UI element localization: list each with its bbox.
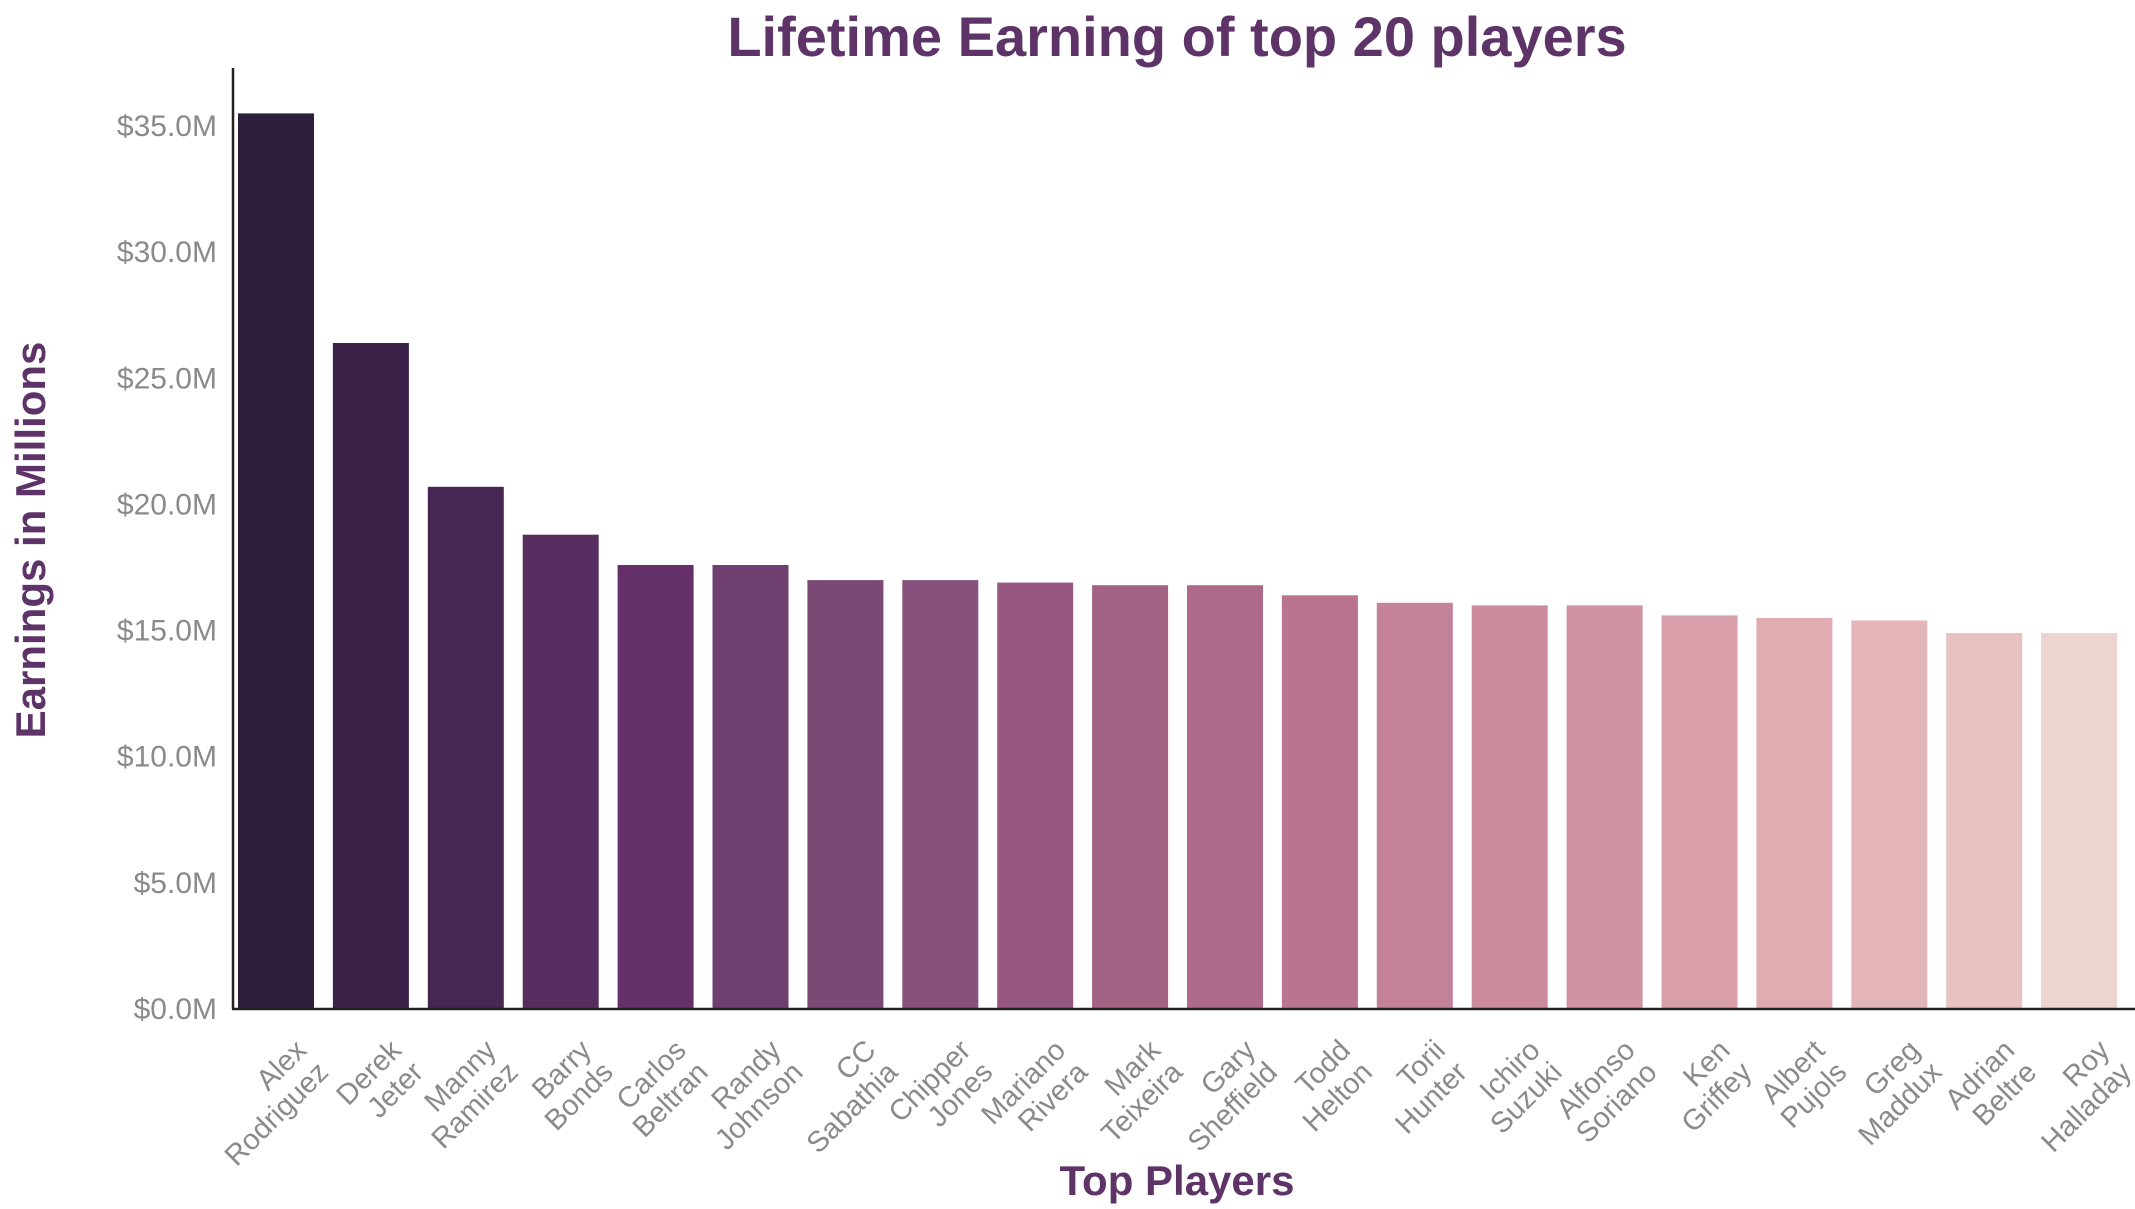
bar <box>1281 595 1358 1009</box>
x-tick-label: MarkTeixeira <box>1074 1034 1190 1150</box>
x-tick-label: CCSabathia <box>779 1034 905 1160</box>
bar <box>1092 585 1169 1009</box>
x-tick-label: IchiroSuzuki <box>1462 1034 1568 1140</box>
x-tick-label: RandyJohnson <box>687 1034 809 1156</box>
bar <box>238 113 314 1009</box>
x-tick-label: MannyRamirez <box>404 1034 525 1155</box>
bar <box>427 486 504 1009</box>
x-tick-label: AdrianBeltre <box>1939 1034 2043 1138</box>
x-tick-label: MarianoRivera <box>975 1034 1094 1153</box>
chart-title: Lifetime Earning of top 20 players <box>727 5 1626 68</box>
bars-group <box>238 113 2118 1009</box>
x-tick-label: CarlosBeltran <box>605 1034 715 1144</box>
bar <box>997 582 1074 1009</box>
x-tick-label: GarySheffield <box>1160 1034 1284 1158</box>
y-tick-label: $5.0M <box>134 867 217 900</box>
bar <box>1566 605 1643 1009</box>
bar <box>807 580 884 1009</box>
y-axis-ticks: $0.0M $5.0M $10.0M $15.0M $20.0M $25.0M $30.0M… <box>117 110 217 1026</box>
x-tick-label: KenGriffey <box>1654 1034 1759 1139</box>
bar <box>902 580 979 1009</box>
y-tick-label: $10.0M <box>117 741 217 774</box>
bar <box>1376 602 1453 1009</box>
y-tick-label: $0.0M <box>134 993 217 1026</box>
bar <box>1756 618 1833 1009</box>
x-tick-label: ChipperJones <box>883 1034 1000 1151</box>
x-tick-label: ToddHelton <box>1275 1034 1379 1138</box>
bar <box>1946 633 2023 1009</box>
bar <box>332 343 409 1009</box>
y-tick-label: $35.0M <box>117 110 217 143</box>
y-tick-label: $30.0M <box>117 236 217 269</box>
x-tick-label: DerekJeter <box>331 1034 431 1134</box>
bar <box>1661 615 1738 1009</box>
x-tick-label: RoyHalladay <box>2014 1034 2135 1159</box>
bar <box>617 565 694 1009</box>
bar <box>1471 605 1548 1009</box>
bar <box>1851 620 1928 1009</box>
x-tick-label: AlbertPujols <box>1753 1034 1853 1134</box>
y-tick-label: $20.0M <box>117 488 217 521</box>
bar <box>712 565 789 1009</box>
bar <box>1187 585 1263 1009</box>
x-tick-label: AlexRodriguez <box>197 1034 335 1172</box>
x-tick-label: AlfonsoSoriano <box>1548 1034 1663 1149</box>
y-tick-label: $25.0M <box>117 362 217 395</box>
x-tick-label: ToriiHunter <box>1368 1034 1474 1140</box>
y-tick-label: $15.0M <box>117 615 217 648</box>
y-axis-title: Earnings in Millions <box>7 342 54 739</box>
x-tick-label: BarryBonds <box>517 1034 620 1137</box>
bar <box>522 534 599 1009</box>
x-tick-label: GregMaddux <box>1831 1034 1949 1152</box>
x-axis-title: Top Players <box>1060 1157 1295 1204</box>
bar <box>2041 633 2118 1009</box>
